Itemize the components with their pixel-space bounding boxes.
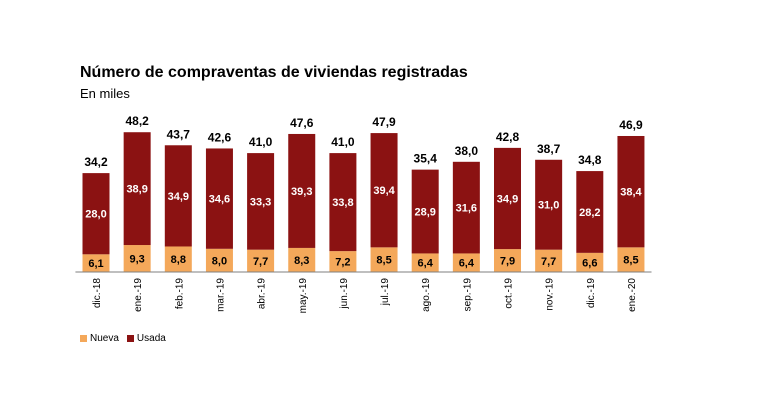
legend-item-nueva: Nueva [80,333,119,344]
data-label-usada-1: 38,9 [126,184,147,196]
data-label-usada-10: 34,9 [497,193,518,205]
legend-label-nueva: Nueva [90,333,119,344]
total-label-7: 47,9 [372,115,396,129]
bar-usada-5 [288,133,316,248]
data-label-nueva-11: 7,7 [541,256,556,268]
legend-item-usada: Usada [126,333,166,344]
x-tick-label-0: dic.-18 [92,278,103,308]
data-label-usada-5: 39,3 [291,186,312,198]
bar-usada-6 [329,153,357,252]
total-label-4: 41,0 [249,135,273,149]
bar-usada-9 [452,161,480,254]
chart-title: Número de compraventas de viviendas regi… [80,64,468,81]
data-label-nueva-6: 7,2 [335,257,350,269]
data-label-nueva-5: 8,3 [294,255,309,267]
bar-nueva-5 [288,247,316,272]
total-label-3: 42,6 [208,130,232,144]
data-label-nueva-12: 6,6 [582,257,597,269]
legend-label-usada: Usada [136,333,166,344]
data-label-usada-12: 28,2 [579,207,600,219]
bar-nueva-11 [535,249,563,272]
chart-subtitle: En miles [80,86,130,101]
x-tick-label-4: abr.-19 [257,278,268,310]
x-tick-label-11: nov.-19 [545,278,556,311]
x-tick-label-3: mar.-19 [215,278,226,312]
x-tick-label-6: jun.-19 [339,278,350,310]
bar-nueva-3 [205,248,233,272]
total-label-2: 43,7 [167,127,191,141]
bar-nueva-4 [247,249,275,272]
x-tick-label-5: may.-19 [298,278,309,314]
bar-nueva-0 [82,254,110,272]
data-label-usada-9: 31,6 [456,203,477,215]
x-tick-label-7: jul.-19 [380,278,391,307]
x-tick-label-9: sep.-19 [462,278,473,312]
total-label-8: 35,4 [414,152,438,166]
x-tick-label-13: ene.-20 [627,278,638,312]
bar-nueva-7 [370,247,398,272]
total-label-9: 38,0 [455,144,479,158]
total-label-5: 47,6 [290,116,314,130]
bar-usada-0 [82,173,110,255]
bar-nueva-8 [411,253,439,272]
bar-usada-8 [411,169,439,254]
total-label-13: 46,9 [619,118,643,132]
bar-usada-4 [247,153,275,250]
data-label-nueva-4: 7,7 [253,256,268,268]
x-tick-label-12: dic.-19 [586,278,597,308]
total-label-0: 34,2 [84,155,108,169]
bar-usada-7 [370,133,398,248]
bar-usada-2 [164,145,192,247]
bar-nueva-12 [576,252,604,272]
total-label-12: 34,8 [578,153,602,167]
bar-usada-13 [617,135,645,248]
data-label-usada-13: 38,4 [620,187,642,199]
x-tick-label-8: ago.-19 [421,278,432,312]
legend-swatch-usada [126,335,134,342]
data-label-usada-3: 34,6 [209,194,230,206]
data-label-nueva-1: 9,3 [130,254,145,266]
legend-swatch-nueva [80,335,87,342]
total-label-11: 38,7 [537,142,561,156]
data-label-nueva-8: 6,4 [418,258,434,270]
data-label-usada-0: 28,0 [85,209,106,221]
data-label-usada-2: 34,9 [168,191,189,203]
bar-nueva-13 [617,247,645,272]
data-label-nueva-2: 8,8 [171,254,186,266]
x-tick-label-10: oct.-19 [504,278,515,309]
data-label-usada-11: 31,0 [538,200,559,212]
data-label-usada-4: 33,3 [250,196,271,208]
total-label-6: 41,0 [331,135,355,149]
bar-usada-10 [494,147,521,250]
x-tick-label-2: feb.-19 [174,278,185,310]
bar-nueva-6 [329,251,357,272]
data-label-nueva-7: 8,5 [376,255,391,267]
data-label-usada-8: 28,9 [414,207,435,219]
bar-nueva-9 [452,253,480,272]
bar-nueva-1 [123,245,151,272]
data-label-nueva-10: 7,9 [500,256,515,268]
bar-usada-11 [535,159,563,250]
bar-usada-1 [123,132,151,246]
bar-nueva-10 [494,249,521,272]
data-label-nueva-9: 6,4 [459,258,475,270]
data-label-usada-7: 39,4 [373,185,395,197]
bar-nueva-2 [164,246,192,272]
chart-legend: Nueva Usada [80,333,166,344]
data-label-nueva-13: 8,5 [623,255,638,267]
data-label-nueva-0: 6,1 [88,258,103,270]
total-label-1: 48,2 [125,114,149,128]
total-label-10: 42,8 [496,130,520,144]
x-tick-label-1: ene.-19 [133,278,144,312]
bar-usada-12 [576,171,604,253]
bar-usada-3 [205,148,233,249]
data-label-usada-6: 33,8 [332,197,353,209]
data-label-nueva-3: 8,0 [212,255,227,267]
